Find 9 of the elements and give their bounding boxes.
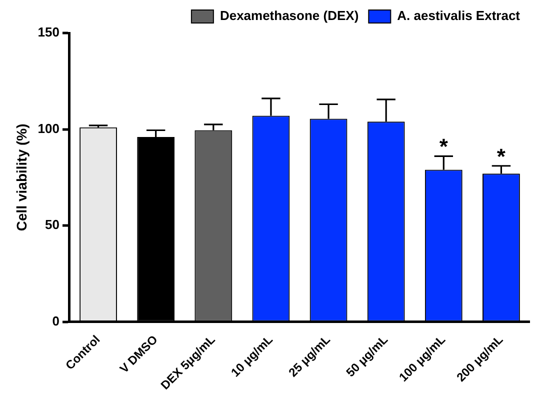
legend-label: A. aestivalis Extract [397,8,521,24]
legend-label: Dexamethasone (DEX) [220,8,359,24]
y-tick-label: 0 [52,313,60,328]
y-axis-title: Cell viability (%) [13,124,30,232]
annotation: * [496,144,506,169]
y-tick-label: 50 [45,217,60,232]
y-tick-label: 100 [38,120,60,136]
annotation: * [439,134,448,160]
y-tick-label: 150 [38,24,60,40]
